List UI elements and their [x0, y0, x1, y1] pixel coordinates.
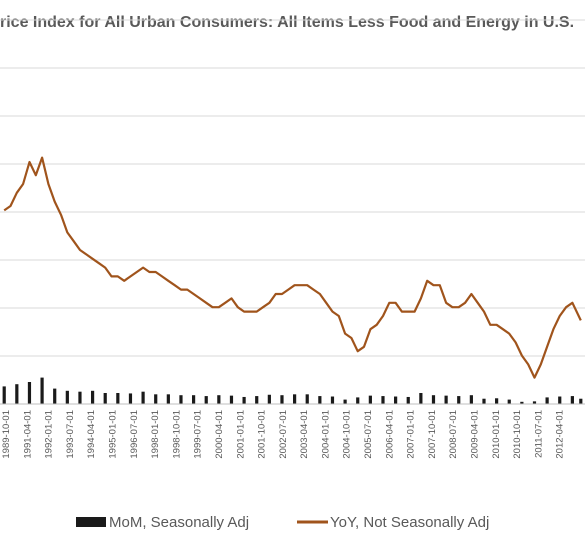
mom-bar	[65, 390, 69, 404]
x-tick-label: 1991-04-01	[22, 410, 33, 459]
x-tick-label: 1995-01-01	[107, 410, 118, 459]
mom-bar	[520, 401, 524, 404]
legend-swatch-mom	[76, 517, 106, 527]
x-tick-label: 2001-10-01	[257, 410, 268, 459]
x-tick-label: 2010-01-01	[491, 410, 502, 459]
legend: MoM, Seasonally Adj YoY, Not Seasonally A…	[76, 514, 489, 531]
mom-bar	[457, 396, 461, 404]
mom-bar	[103, 393, 107, 404]
mom-bar	[217, 395, 221, 404]
mom-bar	[356, 397, 360, 404]
mom-bar	[53, 388, 57, 404]
mom-bar	[27, 382, 32, 404]
mom-bar	[40, 377, 44, 404]
mom-bar	[368, 395, 372, 404]
x-tick-label: 2004-10-01	[342, 410, 353, 459]
mom-bar	[255, 396, 259, 404]
x-tick-label: 1996-07-01	[129, 410, 140, 459]
x-tick-label: 1992-01-01	[44, 410, 55, 459]
mom-bar	[90, 390, 95, 404]
x-tick-label: 1999-07-01	[193, 410, 204, 459]
mom-bar	[242, 396, 246, 404]
mom-bar	[78, 391, 82, 404]
x-tick-label: 2009-04-01	[470, 410, 481, 459]
gridlines	[0, 19, 585, 357]
mom-bar	[318, 396, 322, 404]
yoy-series-line	[3, 156, 582, 379]
mom-bar	[330, 396, 335, 404]
mom-bar	[545, 397, 549, 404]
mom-bar	[419, 393, 423, 404]
mom-bar	[406, 396, 410, 404]
mom-bar	[469, 395, 473, 404]
mom-bar	[204, 396, 208, 404]
mom-bar	[482, 398, 486, 404]
x-tick-label: 1998-01-01	[150, 410, 161, 459]
mom-bar	[431, 395, 436, 404]
mom-bars	[2, 377, 583, 404]
mom-bar	[116, 393, 120, 404]
mom-bar	[191, 395, 196, 404]
mom-bar	[267, 394, 271, 404]
x-tick-label: 2007-10-01	[427, 410, 438, 459]
x-axis-ticks: 1989-10-01 1991-04-01 1992-01-01 1993-07-01…	[1, 410, 566, 459]
x-tick-label: 1989-10-01	[1, 410, 12, 459]
mom-bar	[128, 393, 133, 404]
x-tick-label: 2007-01-01	[406, 410, 417, 459]
yoy-line-group	[3, 156, 582, 379]
mom-bar	[343, 399, 347, 404]
mom-bar	[507, 399, 511, 404]
mom-bar	[532, 401, 537, 404]
mom-bar	[141, 391, 145, 404]
x-tick-label: 1993-07-01	[65, 410, 76, 459]
x-tick-label: 2012-04-01	[555, 410, 566, 459]
mom-bar	[444, 395, 448, 404]
x-tick-label: 2008-07-01	[448, 410, 459, 459]
mom-bar	[558, 396, 562, 404]
x-tick-label: 2004-01-01	[320, 410, 331, 459]
x-tick-label: 2010-10-01	[512, 410, 523, 459]
mom-bar	[394, 396, 398, 404]
x-tick-label: 1998-10-01	[171, 410, 182, 459]
mom-bar	[293, 394, 297, 404]
mom-bar	[229, 395, 234, 404]
mom-bar	[2, 386, 6, 404]
x-tick-label: 2001-01-01	[235, 410, 246, 459]
mom-bar	[154, 394, 158, 404]
mom-bar	[305, 394, 309, 404]
mom-bar	[179, 395, 183, 404]
mom-bar	[570, 396, 574, 404]
x-tick-label: 2003-04-01	[299, 410, 310, 459]
mom-bar	[166, 394, 170, 404]
x-tick-label: 1994-04-01	[86, 410, 97, 459]
chart-title: rice Index for All Urban Consumers: All …	[0, 14, 575, 31]
legend-label-yoy: YoY, Not Seasonally Adj	[330, 514, 489, 531]
legend-label-mom: MoM, Seasonally Adj	[109, 514, 249, 531]
mom-bar	[579, 398, 583, 404]
mom-bar	[495, 398, 499, 404]
x-tick-label: 2005-07-01	[363, 410, 374, 459]
x-tick-label: 2002-07-01	[278, 410, 289, 459]
x-tick-label: 2011-07-01	[533, 410, 544, 458]
x-tick-label: 2000-04-01	[214, 410, 225, 459]
mom-bar	[15, 384, 19, 404]
mom-bar	[280, 395, 284, 404]
x-tick-label: 2006-04-01	[384, 410, 395, 459]
mom-bar	[381, 396, 385, 404]
